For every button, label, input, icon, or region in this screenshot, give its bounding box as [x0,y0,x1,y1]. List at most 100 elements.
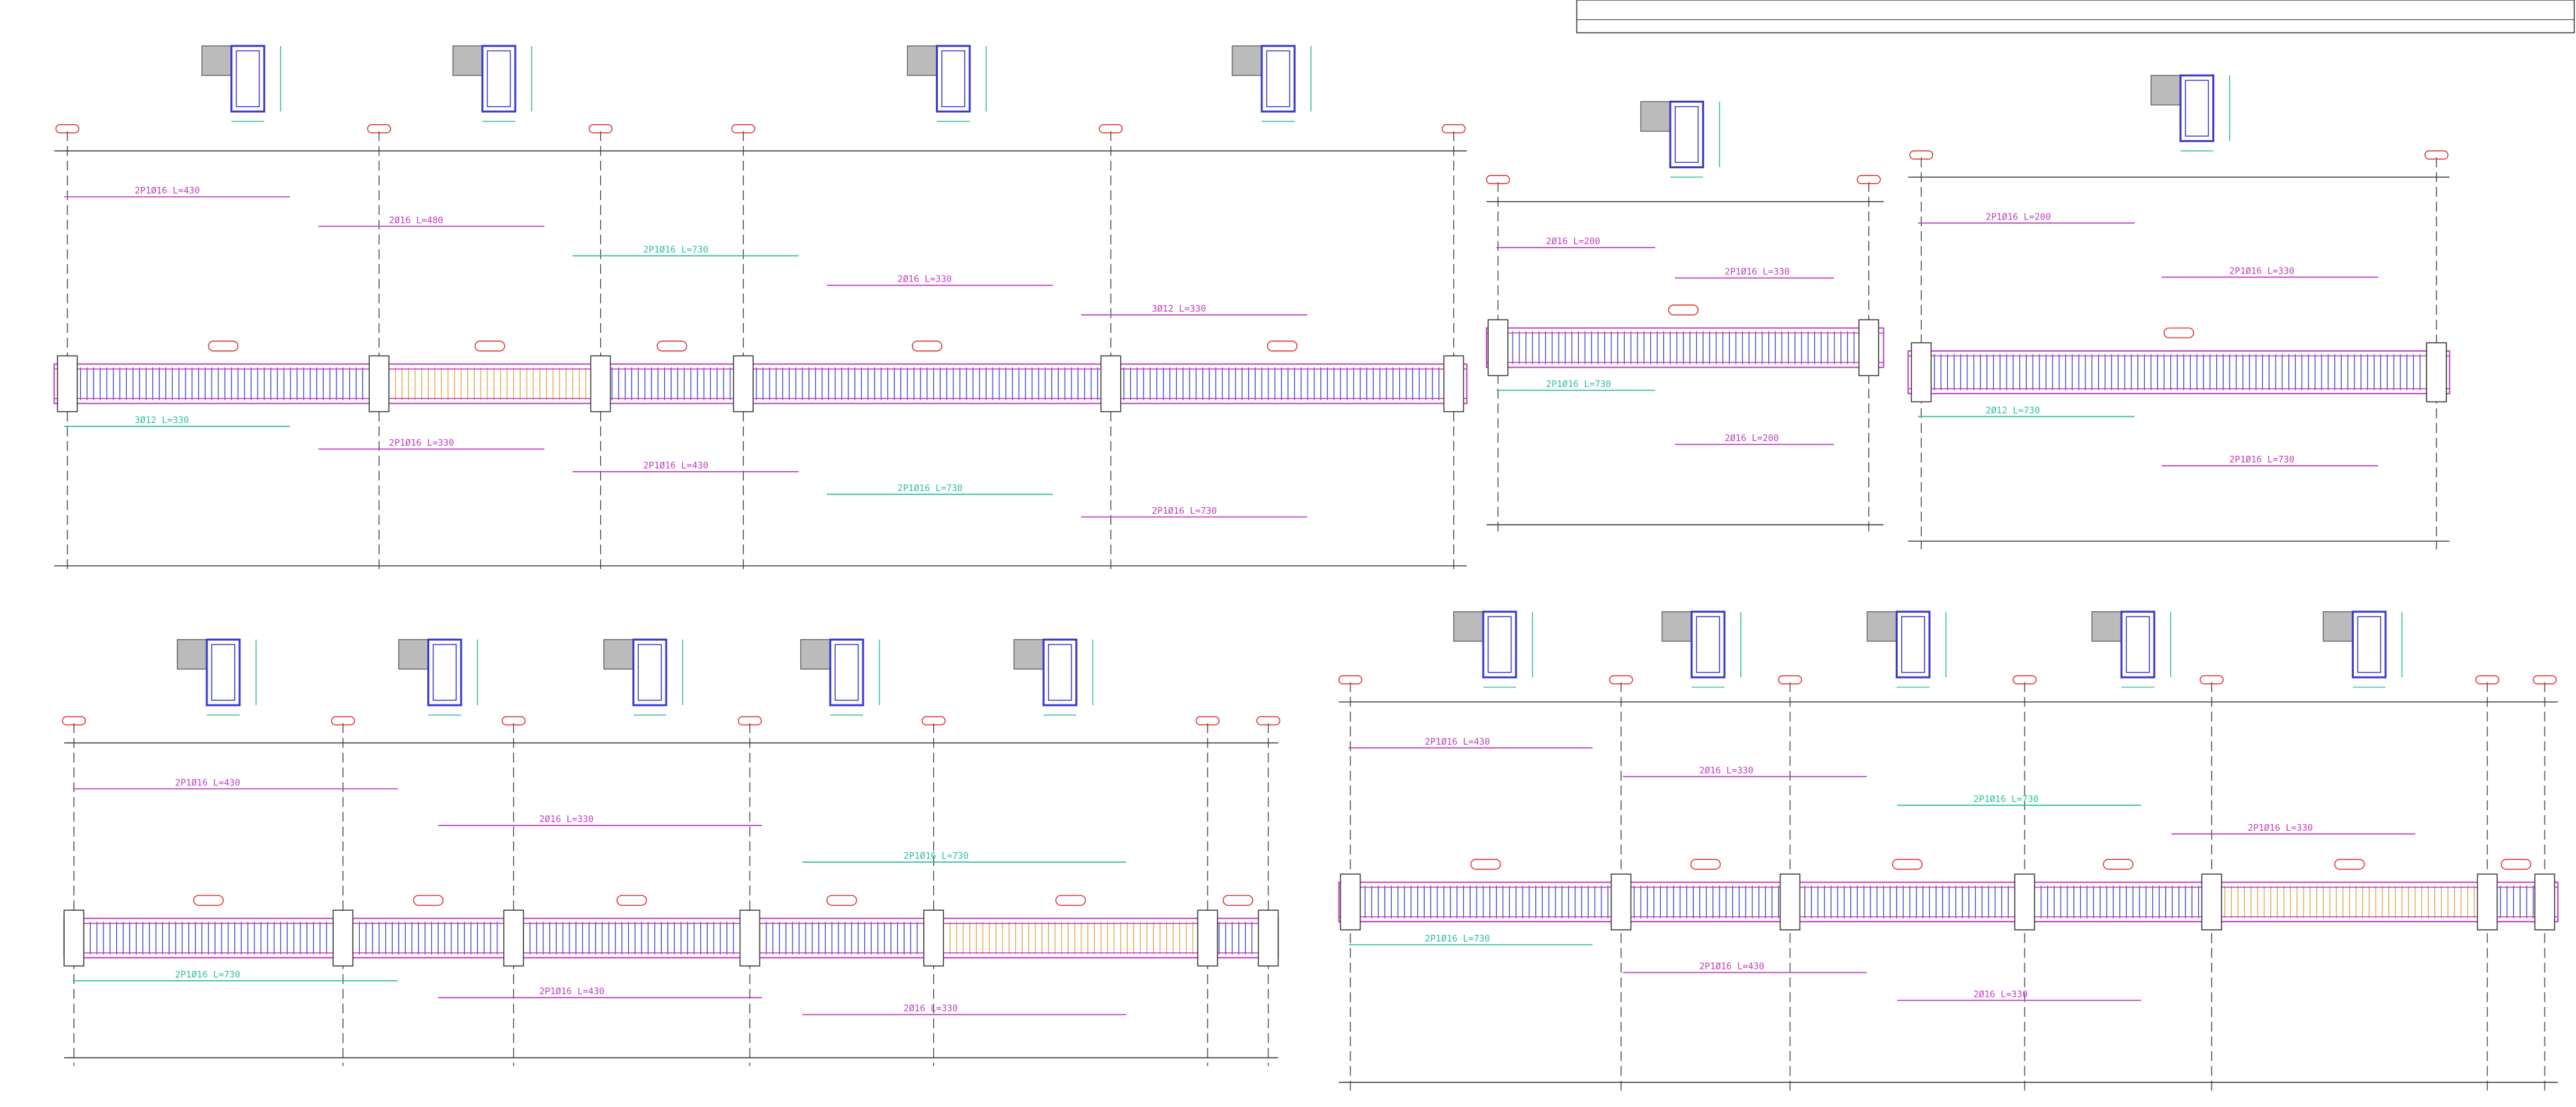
beam [63,917,1279,959]
column [733,355,754,412]
axis-tag [2424,150,2449,160]
section-inner [1696,616,1720,673]
column [1610,873,1631,931]
axis-tag [2533,675,2557,685]
rebar-label: 2P1Ø16 L=730 [904,851,969,861]
span-tag [1892,859,1923,870]
rebar-label: 2P1Ø16 L=430 [135,186,200,196]
rebar-label: 2P1Ø16 L=730 [1546,379,1611,390]
section-inner [2357,616,2382,673]
column [1487,319,1509,376]
section [1690,611,1726,679]
column [2201,873,2222,931]
section-inner [2185,79,2210,137]
section [2120,611,2155,679]
column [1443,355,1465,412]
span-tag [911,340,943,352]
column [368,355,390,412]
axis-tag [731,124,756,133]
axis-tag [921,716,946,726]
section-inner [487,50,511,107]
axis-tag [2475,675,2500,685]
rebar-label: 3Ø12 L=330 [135,415,189,426]
section [2179,74,2215,142]
column [1197,909,1218,967]
column [332,909,354,967]
span-tag [1470,859,1501,870]
table-fragment [1576,0,2575,33]
rebar-label: 2P1Ø16 L=330 [1725,267,1790,278]
axis-tag [2200,675,2224,685]
section [1669,100,1704,169]
rebar-label: 2P1Ø16 L=330 [389,438,455,448]
axis-tag [1256,716,1280,726]
axis-tag [1909,150,1934,160]
rebar-label: 2P1Ø16 L=730 [2230,454,2295,465]
section [481,45,517,113]
column [2426,342,2447,402]
rebar-label: 2Ø16 L=330 [904,1004,958,1014]
span-tag [656,340,688,352]
column [57,355,78,412]
axis-tag [1338,675,1362,685]
rebar-label: 2P1Ø16 L=330 [2248,823,2313,833]
section-inner [433,644,457,701]
rebar-label: 2Ø16 L=200 [1725,433,1779,444]
axis-tag [588,124,613,133]
section-inner [637,644,662,701]
column [739,909,760,967]
rebar-label: 2P1Ø16 L=430 [1425,737,1491,747]
span-tag [1055,895,1086,906]
section [1895,611,1930,679]
section [230,45,266,113]
section [632,639,668,707]
rebar-label: 2P1Ø16 L=430 [175,777,240,788]
span-tag [1690,859,1721,870]
rebar-label: 2P1Ø16 L=730 [1425,934,1491,944]
axis-tag [501,716,526,726]
section-inner [1047,644,1072,701]
section [829,639,864,707]
axis-tag [1778,675,1802,685]
section-inner [941,50,966,107]
section-inner [1674,106,1699,163]
section [1482,611,1517,679]
column [1910,342,1932,402]
column [1340,873,1361,931]
span-tag [2501,859,2532,870]
section-inner [236,50,260,107]
section-inner [1266,50,1290,107]
section-inner [1900,616,1925,673]
section-inner [1487,616,1512,673]
beam [53,363,1468,404]
axis-tag [1099,124,1123,133]
section [936,45,971,113]
axis-tag [1441,124,1466,133]
rebar-label: 2P1Ø16 L=730 [175,970,240,980]
axis-tag [2013,675,2037,685]
span-tag [2163,327,2194,339]
span-tag [2334,859,2365,870]
column [923,909,945,967]
rebar-label: 2P1Ø16 L=730 [1973,794,2039,805]
section-inner [834,644,859,701]
span-tag [474,340,505,352]
beam [1338,881,2559,923]
column [1780,873,1801,931]
section-inner [211,644,236,701]
span-tag [616,895,648,906]
axis-tag [55,124,79,133]
rebar-label: 2P1Ø16 L=730 [643,244,709,255]
rebar-label: 2P1Ø16 L=430 [539,986,605,997]
axis-tag [738,716,762,726]
span-tag [413,895,444,906]
span-tag [1267,340,1298,352]
section [1042,639,1077,707]
section-inner [2125,616,2150,673]
rebar-label: 2P1Ø16 L=730 [898,483,963,494]
column [503,909,524,967]
rebar-label: 2P1Ø16 L=200 [1986,212,2051,222]
span-tag [1667,304,1699,316]
column [63,909,85,967]
